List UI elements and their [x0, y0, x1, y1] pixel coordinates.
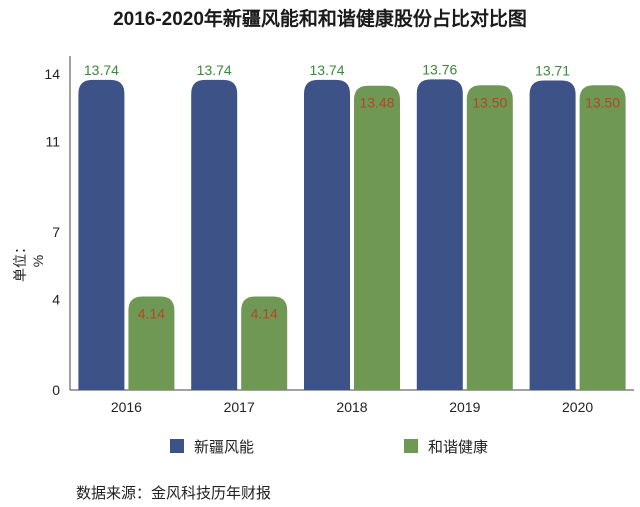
bar-series-2-2018 [354, 85, 400, 390]
bar-series-2-2016 [128, 296, 175, 390]
data-label-series-1-2020: 13.71 [535, 63, 570, 79]
chart-title: 2016-2020年新疆风能和和谐健康股份占比对比图 [113, 9, 527, 30]
bar-series-1-2018 [304, 79, 350, 391]
legend-label-series-1: 新疆风能 [194, 438, 255, 456]
bar-series-1-2019 [416, 79, 463, 390]
x-tick-label-2016: 2016 [111, 399, 142, 415]
data-label-series-2-2018: 13.48 [359, 95, 394, 111]
bar-group: 13.74 4.14 13.74 4.14 13.74 13.48 13.76 13.50 13… [78, 61, 626, 391]
data-label-series-2-2017: 4.14 [251, 306, 278, 322]
y-tick-label: 4 [52, 292, 60, 308]
y-tick-label: 14 [44, 66, 60, 82]
x-tick-group: 2016 2017 2018 2019 2020 [111, 399, 594, 415]
x-tick-label-2018: 2018 [336, 399, 367, 415]
data-label-series-1-2016: 13.74 [84, 62, 119, 78]
data-label-series-1-2018: 13.74 [309, 62, 344, 78]
x-tick-label-2017: 2017 [224, 399, 255, 415]
bar-series-2-2017 [241, 296, 288, 390]
y-tick-group: 0 4 7 11 14 [44, 66, 60, 398]
data-label-series-1-2019: 13.76 [422, 61, 457, 77]
legend-item-series-1: 新疆风能 [170, 434, 254, 458]
x-tick-label-2020: 2020 [562, 399, 593, 415]
data-label-series-1-2017: 13.74 [197, 62, 232, 78]
bar-series-1-2016 [78, 79, 125, 391]
legend-swatch-series-1 [170, 439, 184, 453]
x-tick-label-2019: 2019 [449, 399, 480, 415]
bar-series-2-2019 [466, 85, 513, 391]
bar-series-2-2020 [579, 85, 626, 391]
bar-series-1-2020 [529, 80, 576, 390]
y-tick-label: 7 [52, 224, 60, 240]
data-label-series-2-2019: 13.50 [472, 94, 507, 110]
y-tick-label: 0 [52, 382, 60, 398]
legend-label-series-2: 和谐健康 [428, 438, 489, 456]
bar-series-1-2017 [191, 79, 238, 391]
data-label-series-2-2016: 4.14 [138, 306, 165, 322]
legend-swatch-series-2 [404, 439, 418, 453]
data-label-series-2-2020: 13.50 [585, 94, 620, 110]
y-tick-label: 11 [45, 134, 60, 150]
legend-item-series-2: 和谐健康 [404, 434, 488, 458]
source-note: 数据来源：金风科技历年财报 [76, 485, 272, 502]
legend: 新疆风能 和谐健康 [0, 434, 640, 458]
